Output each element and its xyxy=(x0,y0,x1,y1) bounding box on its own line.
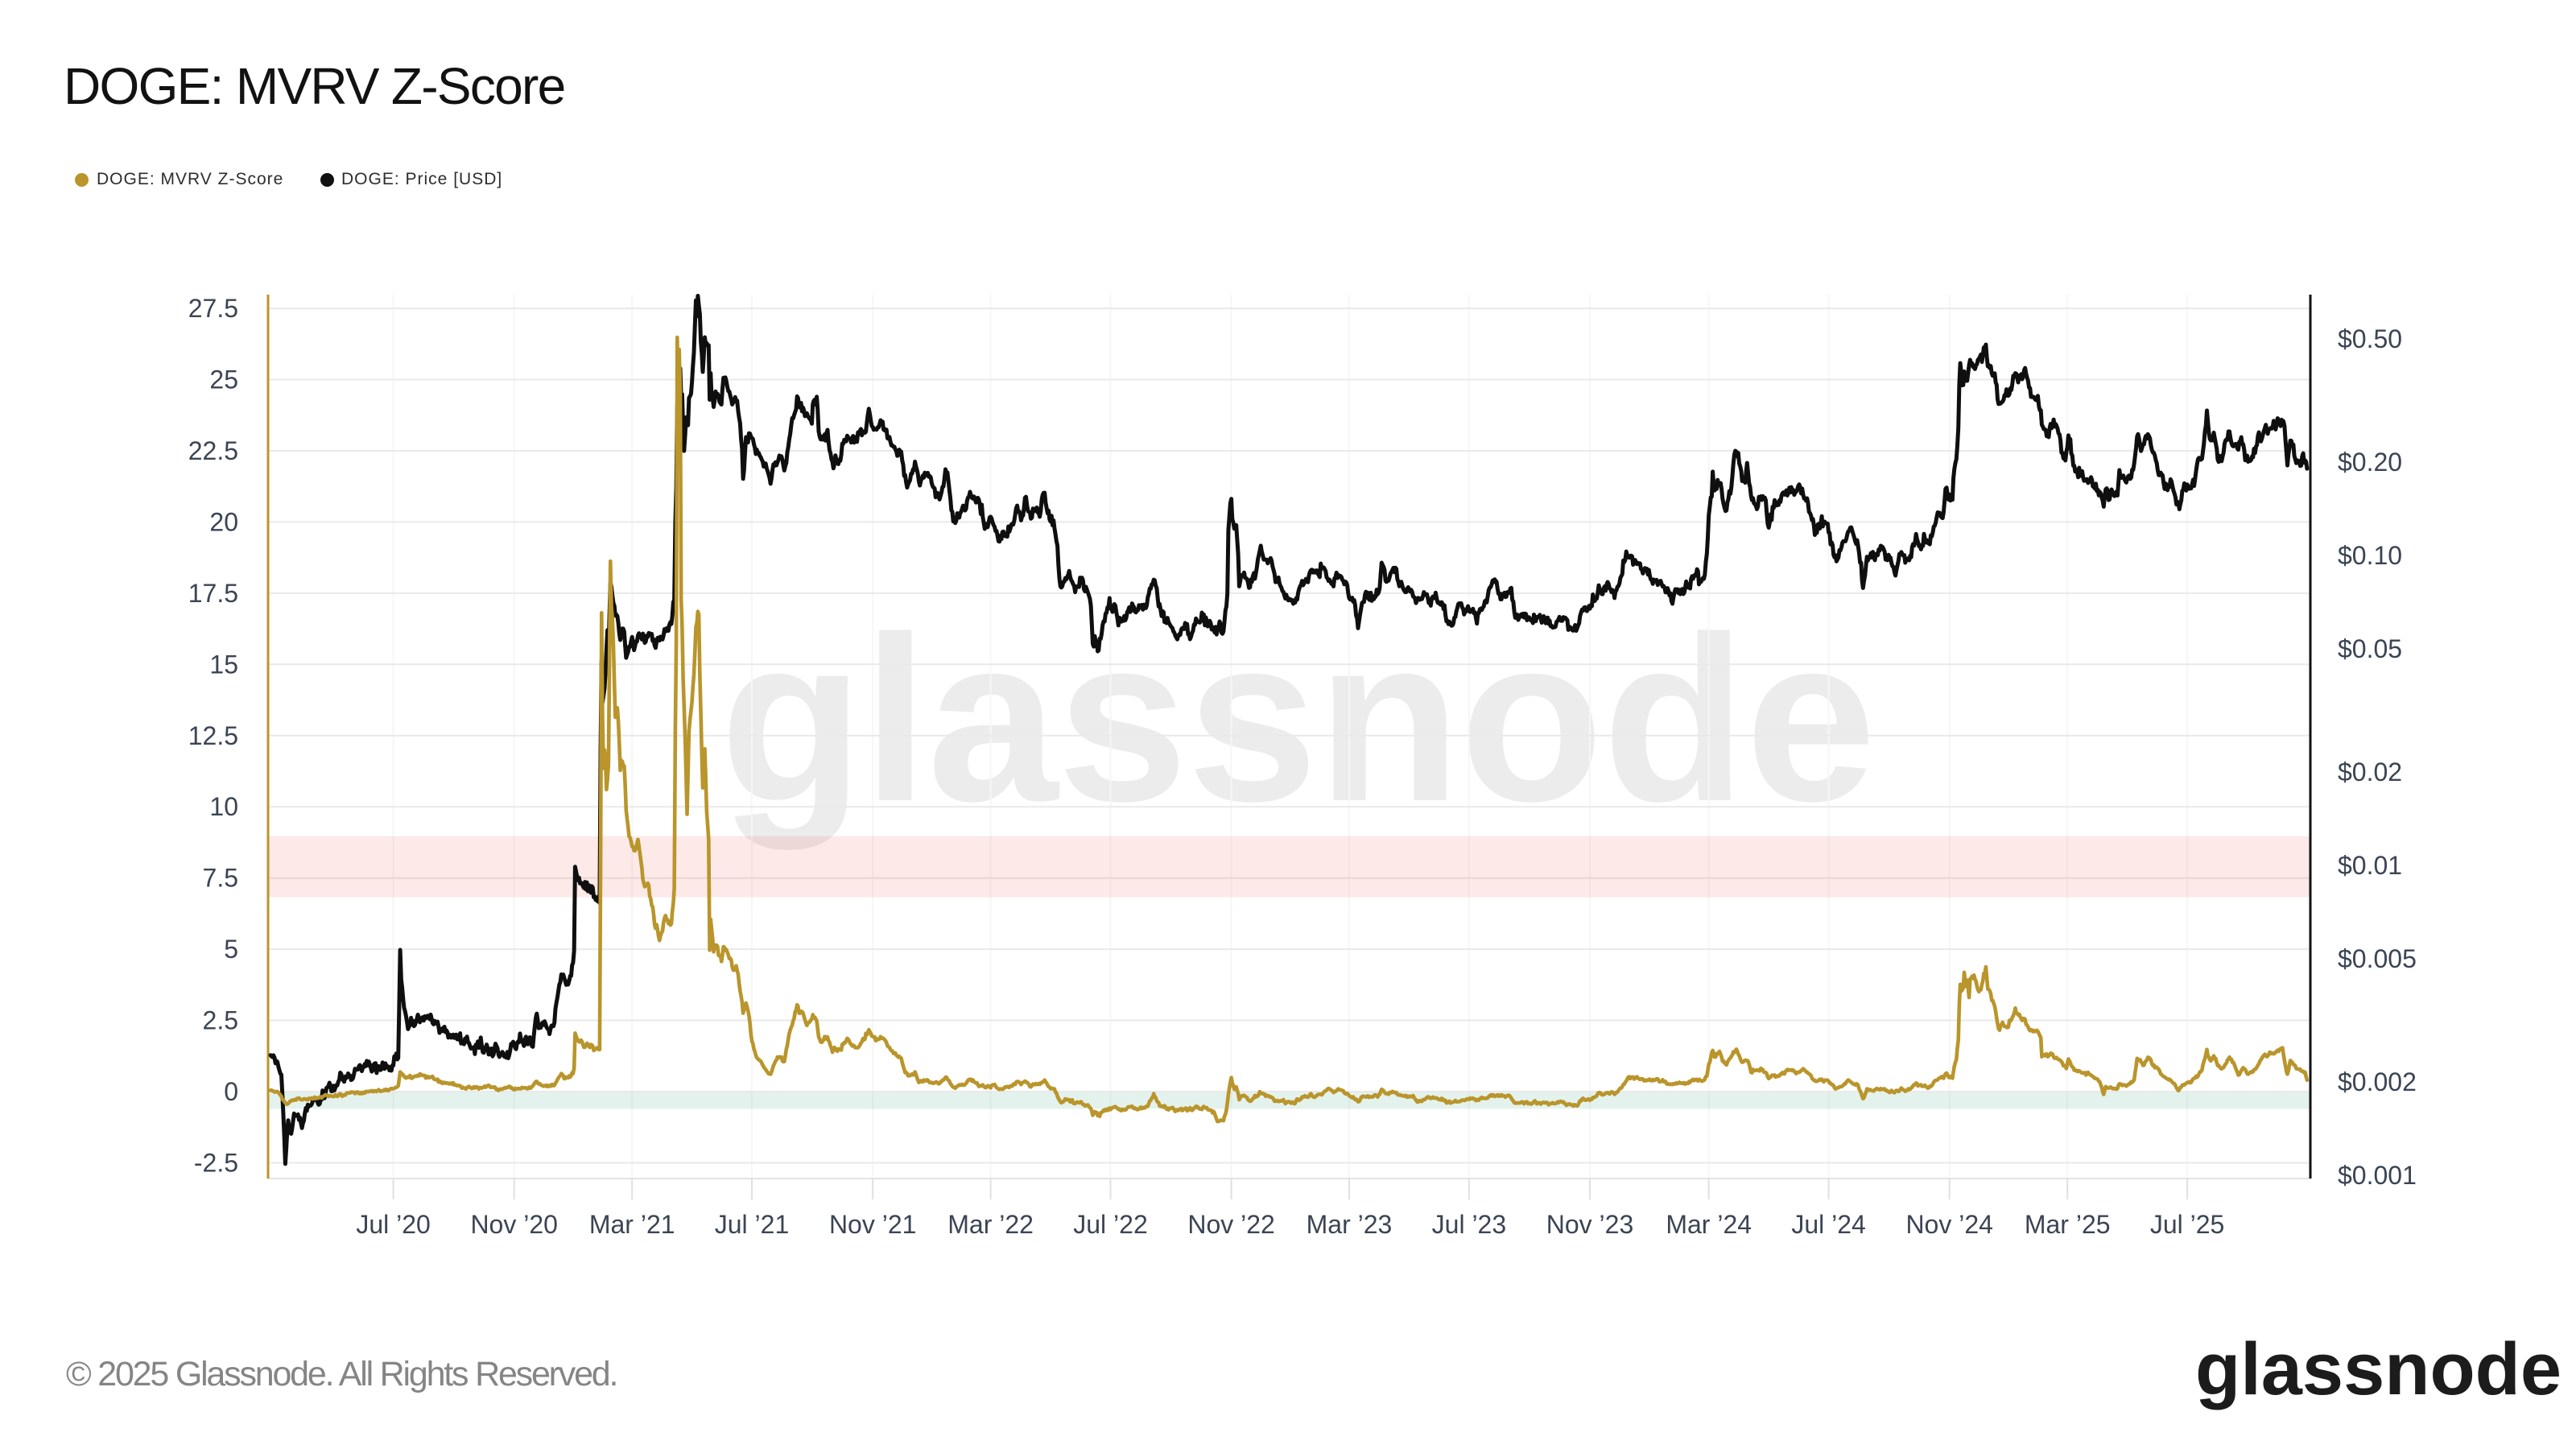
svg-text:25: 25 xyxy=(209,365,238,394)
svg-text:Jul ’21: Jul ’21 xyxy=(715,1210,790,1239)
svg-text:20: 20 xyxy=(209,507,238,536)
svg-text:12.5: 12.5 xyxy=(188,721,238,750)
svg-text:$0.10: $0.10 xyxy=(2338,541,2402,570)
svg-text:-2.5: -2.5 xyxy=(194,1149,238,1178)
svg-text:Mar ’21: Mar ’21 xyxy=(589,1210,675,1239)
svg-text:$0.20: $0.20 xyxy=(2338,448,2402,477)
svg-text:Nov ’22: Nov ’22 xyxy=(1187,1210,1275,1239)
svg-text:27.5: 27.5 xyxy=(188,294,238,323)
svg-text:Nov ’23: Nov ’23 xyxy=(1546,1210,1634,1239)
svg-text:$0.05: $0.05 xyxy=(2338,634,2402,663)
svg-text:$0.50: $0.50 xyxy=(2338,324,2402,353)
svg-text:15: 15 xyxy=(209,650,238,679)
svg-text:7.5: 7.5 xyxy=(203,864,238,893)
svg-text:$0.001: $0.001 xyxy=(2338,1161,2417,1190)
svg-text:22.5: 22.5 xyxy=(188,436,238,465)
svg-text:Mar ’24: Mar ’24 xyxy=(1666,1210,1752,1239)
svg-text:Mar ’23: Mar ’23 xyxy=(1307,1210,1393,1239)
svg-text:Jul ’22: Jul ’22 xyxy=(1073,1210,1148,1239)
svg-text:glassnode: glassnode xyxy=(720,588,1875,852)
svg-text:Jul ’20: Jul ’20 xyxy=(356,1210,431,1239)
svg-text:Jul ’23: Jul ’23 xyxy=(1432,1210,1507,1239)
svg-text:Jul ’24: Jul ’24 xyxy=(1791,1210,1866,1239)
svg-text:$0.005: $0.005 xyxy=(2338,944,2417,973)
svg-text:2.5: 2.5 xyxy=(203,1006,238,1035)
svg-text:$0.02: $0.02 xyxy=(2338,758,2402,786)
svg-text:0: 0 xyxy=(224,1077,238,1106)
svg-text:Jul ’25: Jul ’25 xyxy=(2150,1210,2225,1239)
svg-text:Nov ’21: Nov ’21 xyxy=(829,1210,917,1239)
svg-text:Nov ’24: Nov ’24 xyxy=(1905,1210,1993,1239)
svg-text:$0.01: $0.01 xyxy=(2338,851,2402,880)
svg-text:Mar ’25: Mar ’25 xyxy=(2025,1210,2111,1239)
svg-text:$0.002: $0.002 xyxy=(2338,1067,2417,1096)
svg-text:Mar ’22: Mar ’22 xyxy=(947,1210,1034,1239)
svg-text:10: 10 xyxy=(209,792,238,821)
svg-text:5: 5 xyxy=(224,935,238,964)
svg-text:17.5: 17.5 xyxy=(188,579,238,608)
svg-text:Nov ’20: Nov ’20 xyxy=(470,1210,558,1239)
